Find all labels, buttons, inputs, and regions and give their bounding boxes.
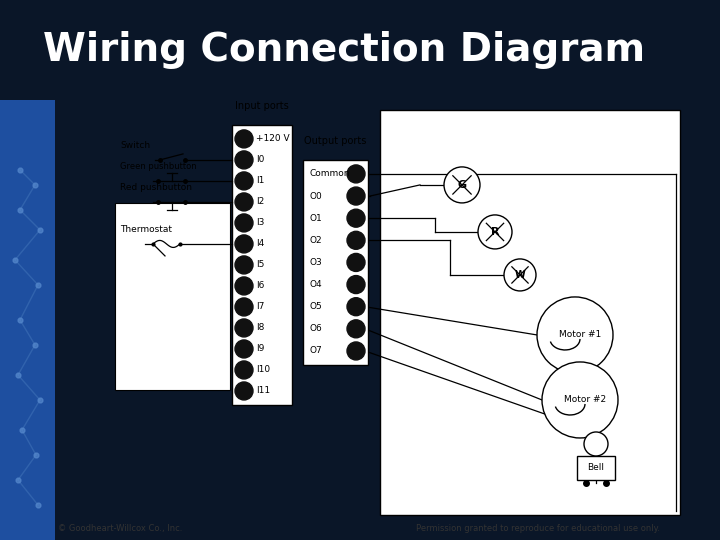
Circle shape: [347, 275, 365, 294]
Text: I11: I11: [256, 387, 270, 395]
Text: Wiring Connection Diagram: Wiring Connection Diagram: [43, 31, 645, 69]
Text: O0: O0: [309, 192, 322, 200]
Text: I0: I0: [256, 156, 264, 164]
Circle shape: [478, 215, 512, 249]
Text: Output ports: Output ports: [305, 136, 366, 146]
Circle shape: [584, 432, 608, 456]
Circle shape: [235, 340, 253, 358]
Text: W: W: [515, 270, 526, 280]
Text: Motor #1: Motor #1: [559, 330, 601, 340]
Circle shape: [235, 277, 253, 295]
Circle shape: [235, 235, 253, 253]
Text: I1: I1: [256, 177, 264, 185]
Circle shape: [347, 231, 365, 249]
Text: Green pushbutton: Green pushbutton: [120, 163, 197, 171]
Circle shape: [235, 319, 253, 337]
Bar: [577, 456, 615, 480]
Text: Motor #2: Motor #2: [564, 395, 606, 404]
Text: O5: O5: [309, 302, 322, 311]
Circle shape: [235, 214, 253, 232]
Text: I7: I7: [256, 302, 264, 312]
Text: O6: O6: [309, 325, 322, 333]
Text: © Goodheart-Willcox Co., Inc.: © Goodheart-Willcox Co., Inc.: [58, 524, 182, 533]
Text: I3: I3: [256, 218, 264, 227]
Text: Permission granted to reproduce for educational use only.: Permission granted to reproduce for educ…: [416, 524, 660, 533]
Circle shape: [235, 172, 253, 190]
Text: I9: I9: [256, 345, 264, 354]
Text: +120 V: +120 V: [256, 134, 289, 144]
Circle shape: [347, 253, 365, 272]
Circle shape: [537, 297, 613, 373]
Circle shape: [235, 130, 253, 148]
Text: O4: O4: [309, 280, 322, 289]
Circle shape: [235, 193, 253, 211]
Text: I6: I6: [256, 281, 264, 291]
Bar: [380, 110, 680, 515]
Circle shape: [235, 382, 253, 400]
Text: I2: I2: [256, 198, 264, 206]
Circle shape: [235, 298, 253, 316]
Circle shape: [235, 151, 253, 169]
Circle shape: [347, 209, 365, 227]
Circle shape: [347, 320, 365, 338]
Circle shape: [542, 362, 618, 438]
Text: O7: O7: [309, 347, 322, 355]
Text: G: G: [457, 180, 467, 190]
Text: Switch: Switch: [120, 141, 150, 151]
Circle shape: [347, 165, 365, 183]
Text: I8: I8: [256, 323, 264, 333]
Text: I5: I5: [256, 260, 264, 269]
Circle shape: [235, 256, 253, 274]
Text: I10: I10: [256, 366, 270, 374]
Bar: [115, 203, 230, 390]
Text: Red pushbutton: Red pushbutton: [120, 184, 192, 192]
Circle shape: [235, 361, 253, 379]
Bar: [303, 160, 368, 365]
Bar: [0, 100, 55, 540]
Circle shape: [504, 259, 536, 291]
Text: Input ports: Input ports: [235, 101, 289, 111]
Circle shape: [347, 187, 365, 205]
Text: Thermostat: Thermostat: [120, 225, 172, 234]
Text: O1: O1: [309, 214, 322, 222]
Text: I4: I4: [256, 239, 264, 248]
Bar: [232, 125, 292, 405]
Circle shape: [444, 167, 480, 203]
Circle shape: [347, 342, 365, 360]
Circle shape: [347, 298, 365, 316]
Text: Common: Common: [309, 170, 349, 178]
Text: R: R: [491, 227, 499, 237]
Text: Bell: Bell: [588, 463, 605, 472]
Text: O3: O3: [309, 258, 322, 267]
Text: O2: O2: [309, 236, 322, 245]
